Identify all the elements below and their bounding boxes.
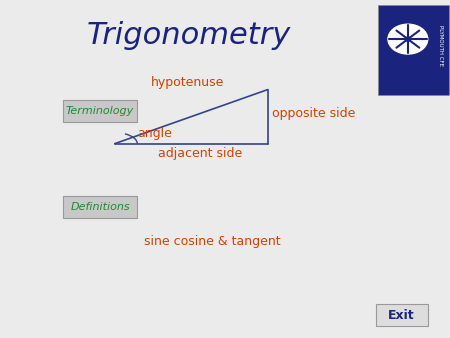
FancyBboxPatch shape bbox=[63, 196, 137, 218]
FancyBboxPatch shape bbox=[63, 100, 137, 122]
Text: Definitions: Definitions bbox=[70, 202, 130, 212]
Text: Exit: Exit bbox=[388, 309, 415, 322]
Text: sine cosine & tangent: sine cosine & tangent bbox=[144, 235, 281, 248]
Text: Trigonometry: Trigonometry bbox=[87, 21, 291, 50]
Text: PLYMOUTH CFE: PLYMOUTH CFE bbox=[438, 25, 443, 66]
Text: Terminology: Terminology bbox=[66, 106, 134, 116]
Text: angle: angle bbox=[137, 127, 172, 140]
Text: hypotenuse: hypotenuse bbox=[151, 76, 224, 89]
Text: opposite side: opposite side bbox=[272, 107, 356, 120]
Circle shape bbox=[388, 24, 428, 54]
FancyBboxPatch shape bbox=[378, 5, 449, 95]
Circle shape bbox=[405, 37, 410, 41]
Text: adjacent side: adjacent side bbox=[158, 147, 242, 160]
FancyBboxPatch shape bbox=[376, 304, 428, 326]
